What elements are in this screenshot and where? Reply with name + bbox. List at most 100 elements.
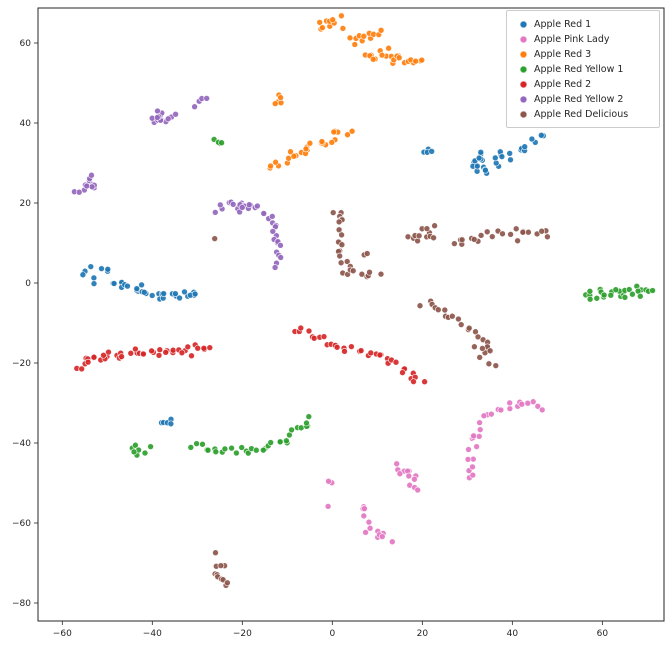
- scatter-point: [100, 351, 107, 359]
- scatter-point: [392, 358, 400, 366]
- scatter-point: [267, 439, 275, 446]
- scatter-point: [228, 444, 235, 452]
- scatter-point: [469, 463, 476, 471]
- legend-item-apple-red-3: Apple Red 3: [514, 47, 651, 62]
- scatter-point: [428, 148, 436, 155]
- scatter-point: [337, 259, 345, 267]
- scatter-point: [488, 410, 495, 418]
- scatter-point: [395, 54, 403, 62]
- scatter-point: [393, 460, 401, 468]
- scatter-point: [469, 471, 477, 479]
- legend-marker-dot: [520, 21, 527, 28]
- scatter-point: [169, 346, 177, 354]
- scatter-point: [194, 344, 202, 352]
- scatter-point: [335, 218, 343, 226]
- scatter-point: [191, 290, 199, 298]
- scatter-point: [385, 44, 392, 52]
- scatter-point: [224, 579, 231, 587]
- scatter-point: [519, 228, 527, 236]
- scatter-point: [188, 352, 195, 360]
- scatter-point: [333, 343, 341, 351]
- scatter-point: [305, 413, 313, 420]
- scatter-point: [252, 446, 260, 454]
- scatter-point: [412, 57, 419, 65]
- scatter-point: [464, 456, 472, 463]
- scatter-point: [338, 231, 345, 239]
- scatter-point: [421, 378, 428, 386]
- scatter-point: [349, 267, 357, 275]
- scatter-point: [155, 352, 163, 359]
- scatter-point: [324, 503, 332, 510]
- legend-item-apple-red-yellow-2: Apple Red Yellow 2: [514, 92, 651, 107]
- scatter-point: [339, 25, 347, 32]
- scatter-point: [430, 234, 437, 242]
- y-tick-label: 40: [20, 119, 32, 129]
- legend-marker-dot: [520, 81, 527, 88]
- scatter-point: [482, 166, 489, 174]
- points-apple-red-yellow-1: [128, 136, 656, 459]
- x-tick-label: 60: [597, 629, 609, 639]
- legend-label: Apple Pink Lady: [534, 34, 610, 45]
- scatter-point: [534, 402, 542, 410]
- scatter-point: [528, 135, 536, 143]
- scatter-point: [140, 288, 148, 296]
- scatter-point: [288, 426, 295, 434]
- scatter-point: [346, 34, 354, 42]
- scatter-point: [325, 477, 332, 485]
- scatter-point: [470, 432, 477, 440]
- scatter-point: [154, 107, 161, 115]
- scatter-point: [465, 324, 473, 332]
- legend-item-apple-red-yellow-1: Apple Red Yellow 1: [514, 62, 651, 77]
- y-tick-label: −40: [12, 439, 31, 449]
- scatter-point: [514, 237, 521, 245]
- scatter-point: [254, 202, 261, 210]
- scatter-point: [483, 228, 491, 236]
- scatter-point: [329, 209, 337, 216]
- scatter-point: [376, 351, 384, 359]
- x-tick-label: −20: [233, 629, 252, 639]
- scatter-point: [218, 139, 225, 147]
- y-axis: −80 −60 −40 −20 0 20 40 60: [12, 39, 38, 609]
- scatter-point: [98, 265, 105, 272]
- legend-label: Apple Red 1: [534, 19, 592, 30]
- scatter-point: [176, 294, 183, 302]
- scatter-point: [297, 424, 305, 432]
- legend-marker-dot: [520, 51, 527, 58]
- scatter-point: [267, 162, 274, 170]
- legend-label: Apple Red Yellow 1: [534, 64, 624, 75]
- scatter-point: [277, 242, 284, 249]
- points-apple-red-delicious: [211, 209, 551, 589]
- scatter-point: [369, 55, 377, 63]
- legend-marker-dot: [520, 111, 527, 118]
- scatter-point: [338, 241, 346, 249]
- scatter-point: [172, 290, 179, 297]
- scatter-point: [110, 280, 118, 287]
- scatter-point: [600, 291, 608, 299]
- x-tick-label: 20: [417, 629, 429, 639]
- scatter-point: [441, 306, 449, 314]
- scatter-point: [162, 349, 170, 356]
- scatter-point: [512, 225, 520, 233]
- scatter-point: [357, 347, 365, 354]
- scatter-point: [458, 236, 466, 244]
- scatter-point: [477, 148, 485, 156]
- scatter-point: [164, 115, 172, 123]
- scatter-point: [423, 225, 431, 232]
- scatter-point: [405, 472, 413, 480]
- points-apple-red-3: [266, 12, 426, 172]
- scatter-point: [105, 348, 112, 356]
- legend-label: Apple Red 2: [534, 79, 592, 90]
- scatter-point: [310, 334, 318, 342]
- scatter-point: [212, 448, 220, 456]
- scatter-point: [586, 295, 594, 303]
- legend-marker-dot: [520, 36, 527, 43]
- y-tick-label: 0: [25, 279, 31, 289]
- scatter-point: [272, 158, 279, 166]
- scatter-point: [78, 365, 86, 373]
- scatter-point: [244, 449, 252, 457]
- scatter-point: [457, 321, 465, 328]
- scatter-point: [211, 209, 219, 216]
- scatter-point: [471, 343, 478, 351]
- scatter-point: [479, 345, 486, 352]
